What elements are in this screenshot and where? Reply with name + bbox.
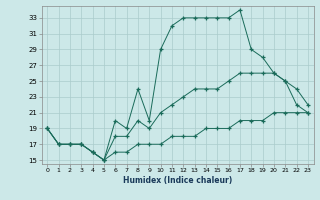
X-axis label: Humidex (Indice chaleur): Humidex (Indice chaleur) (123, 176, 232, 185)
